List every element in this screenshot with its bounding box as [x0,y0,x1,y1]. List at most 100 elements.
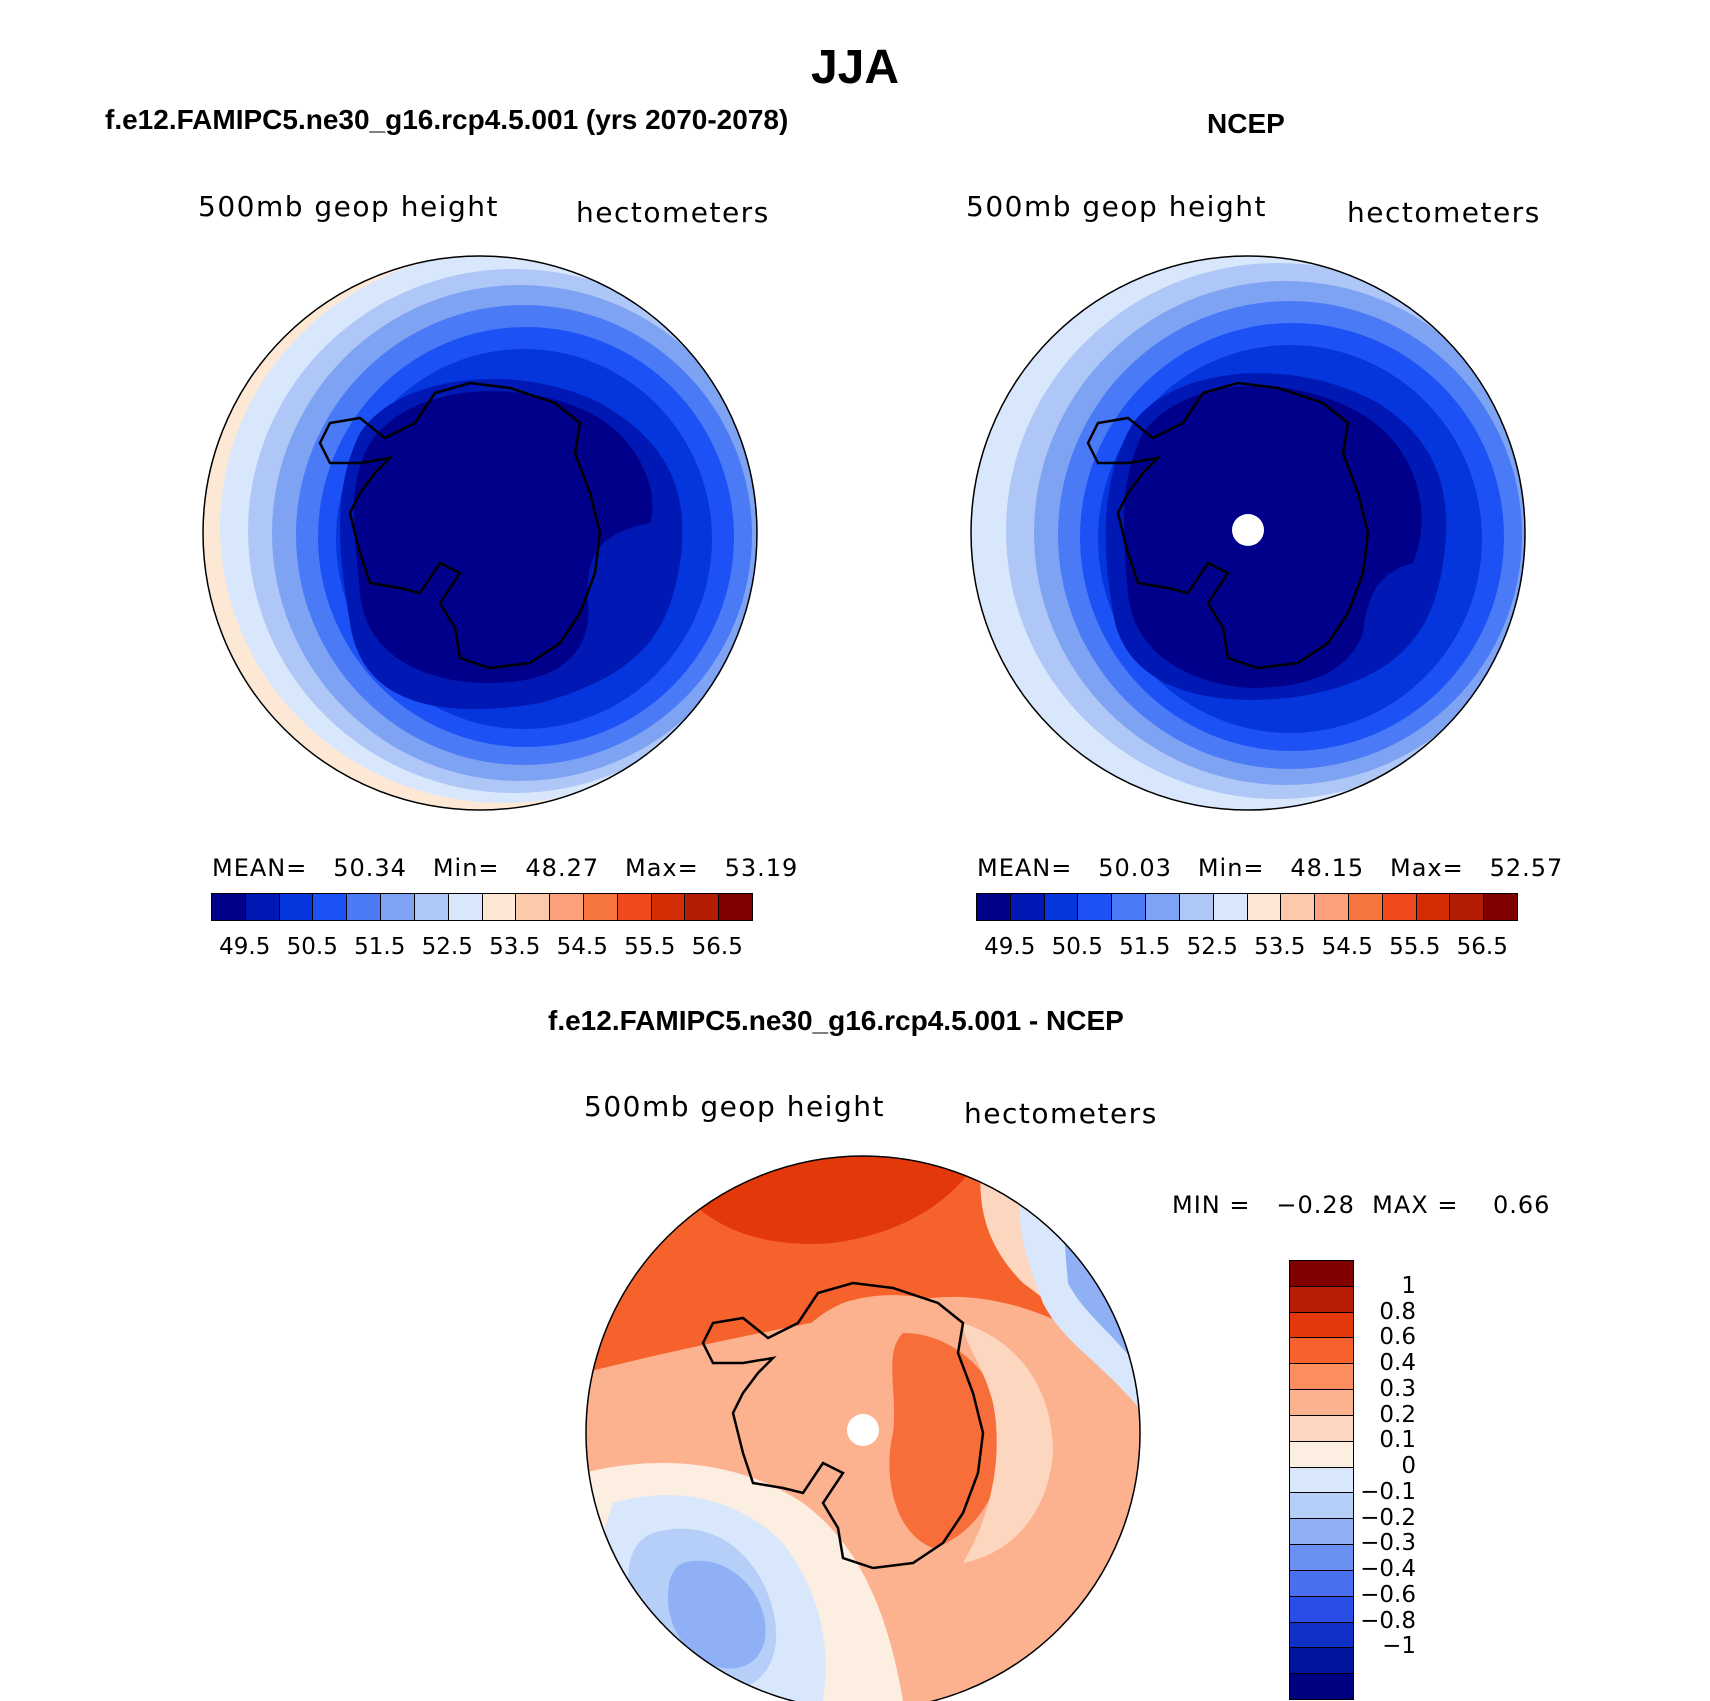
panel2-colorbar-swatch [1111,894,1146,920]
panel3-colorbar-tick-label: −0.4 [1360,1556,1416,1583]
panel3-colorbar-tick-label: −0.3 [1360,1530,1416,1557]
panel1-colorbar-swatch [481,894,516,920]
panel3-colorbar-tick-label: 0.6 [1379,1324,1416,1351]
panel2-units-label: hectometers [1347,196,1541,229]
panel2-colorbar-tick-label: 55.5 [1389,934,1441,960]
panel1-colorbar-tick-label: 55.5 [624,934,676,960]
panel1-colorbar-swatch [278,894,313,920]
panel1-variable-label: 500mb geop height [198,190,499,223]
panel1-colorbar-swatch [212,894,245,920]
panel1-colorbar-swatch [312,894,347,920]
panel3-colorbar-tick-label: 0.2 [1379,1401,1416,1428]
panel3-colorbar-swatch [1290,1285,1353,1312]
panel1-colorbar-swatch [244,894,279,920]
panel2-colorbar-swatch [1449,894,1484,920]
panel3-colorbar-swatch [1290,1466,1353,1493]
panel1-colorbar-swatch [515,894,550,920]
panel2-colorbar-ticks: 49.5 50.5 51.5 52.5 53.5 54.5 55.5 56.5 [976,934,1516,964]
panel1-colorbar-swatch [413,894,448,920]
panel3-difference-map [585,1155,1141,1701]
panel2-colorbar [976,893,1518,921]
panel3-colorbar-swatch [1290,1569,1353,1596]
panel1-units-label: hectometers [576,196,770,229]
panel1-colorbar-swatch [549,894,583,920]
panel3-colorbar-tick-label: 0.8 [1379,1298,1416,1325]
panel2-colorbar-swatch [1347,894,1382,920]
panel2-colorbar-swatch [1077,894,1112,920]
panel3-colorbar-swatch [1290,1647,1353,1674]
panel3-stats: MIN = −0.28 MAX = 0.66 [1172,1191,1551,1219]
panel1-colorbar-swatch [650,894,685,920]
panel3-colorbar-swatch [1290,1673,1353,1700]
panel2-colorbar-tick-label: 50.5 [1051,934,1103,960]
panel1-colorbar-swatch [582,894,617,920]
panel2-colorbar-tick-label: 53.5 [1254,934,1306,960]
panel3-colorbar-tick-label: −0.1 [1360,1478,1416,1505]
panel1-colorbar [211,893,753,921]
panel1-colorbar-tick-label: 53.5 [489,934,541,960]
panel3-colorbar-swatch [1290,1337,1353,1364]
panel1-colorbar-tick-label: 49.5 [219,934,271,960]
panel3-colorbar-tick-label: −1 [1382,1633,1416,1660]
panel3-colorbar-swatch [1290,1389,1353,1415]
panel1-colorbar-tick-label: 52.5 [421,934,473,960]
panel2-colorbar-swatch [1246,894,1281,920]
panel3-colorbar-tick-label: 0.1 [1379,1427,1416,1454]
panel2-variable-label: 500mb geop height [966,190,1267,223]
panel3-variable-label: 500mb geop height [584,1090,885,1123]
panel3-colorbar-swatch [1290,1595,1353,1622]
panel1-colorbar-swatch [380,894,414,920]
panel2-colorbar-tick-label: 49.5 [984,934,1036,960]
panel1-heading: f.e12.FAMIPC5.ne30_g16.rcp4.5.001 (yrs 2… [105,104,789,135]
panel3-colorbar-swatch [1290,1621,1353,1648]
panel1-colorbar-ticks: 49.5 50.5 51.5 52.5 53.5 54.5 55.5 56.5 [211,934,751,964]
panel2-heading: NCEP [1207,108,1285,139]
panel3-colorbar-swatch [1290,1261,1353,1286]
panel2-colorbar-swatch [1145,894,1179,920]
panel3-colorbar-tick-label: 1 [1401,1272,1416,1299]
panel3-colorbar-tick-label: −0.2 [1360,1504,1416,1531]
panel3-colorbar-swatch [1290,1544,1353,1570]
panel3-colorbar-swatch [1290,1311,1353,1338]
panel3-colorbar-tick-label: 0 [1401,1453,1416,1480]
panel2-colorbar-swatch [1212,894,1247,920]
panel3-colorbar-tick-label: 0.3 [1379,1375,1416,1402]
panel1-colorbar-swatch [616,894,651,920]
panel3-colorbar-ticks: 1 0.8 0.6 0.4 0.3 0.2 0.1 0 −0.1 −0.2 −0.3 −0.4 −0.6… [1346,1260,1426,1698]
panel1-colorbar-swatch [346,894,381,920]
panel2-colorbar-tick-label: 54.5 [1321,934,1373,960]
panel1-colorbar-tick-label: 51.5 [354,934,406,960]
panel3-heading: f.e12.FAMIPC5.ne30_g16.rcp4.5.001 - NCEP [548,1005,1124,1036]
panel2-colorbar-tick-label: 52.5 [1186,934,1238,960]
panel2-colorbar-swatch [1483,894,1517,920]
panel2-colorbar-swatch [1314,894,1348,920]
panel1-polar-map [202,255,758,811]
panel3-colorbar-swatch [1290,1492,1353,1519]
panel1-colorbar-swatch [447,894,482,920]
panel2-colorbar-swatch [1280,894,1315,920]
figure-title: JJA [810,41,900,94]
panel2-polar-map [970,255,1526,811]
panel3-colorbar-swatch [1290,1440,1353,1467]
panel2-colorbar-swatch [1043,894,1078,920]
panel2-colorbar-swatch [977,894,1010,920]
panel3-colorbar-swatch [1290,1363,1353,1390]
panel2-stats: MEAN= 50.03 Min= 48.15 Max= 52.57 [977,854,1564,882]
panel2-colorbar-swatch [1381,894,1416,920]
panel2-colorbar-tick-label: 51.5 [1119,934,1171,960]
panel2-colorbar-tick-label: 56.5 [1456,934,1508,960]
panel1-colorbar-swatch [718,894,752,920]
panel3-colorbar [1289,1260,1354,1700]
panel1-colorbar-tick-label: 54.5 [556,934,608,960]
panel2-colorbar-swatch [1415,894,1450,920]
panel3-colorbar-swatch [1290,1518,1353,1545]
panel2-colorbar-swatch [1009,894,1044,920]
panel2-colorbar-swatch [1178,894,1213,920]
panel3-colorbar-tick-label: −0.6 [1360,1581,1416,1608]
panel1-colorbar-swatch [684,894,719,920]
panel1-colorbar-tick-label: 50.5 [286,934,338,960]
panel3-units-label: hectometers [964,1097,1158,1130]
panel3-colorbar-tick-label: 0.4 [1379,1350,1416,1377]
panel1-stats: MEAN= 50.34 Min= 48.27 Max= 53.19 [212,854,799,882]
panel1-colorbar-tick-label: 56.5 [691,934,743,960]
